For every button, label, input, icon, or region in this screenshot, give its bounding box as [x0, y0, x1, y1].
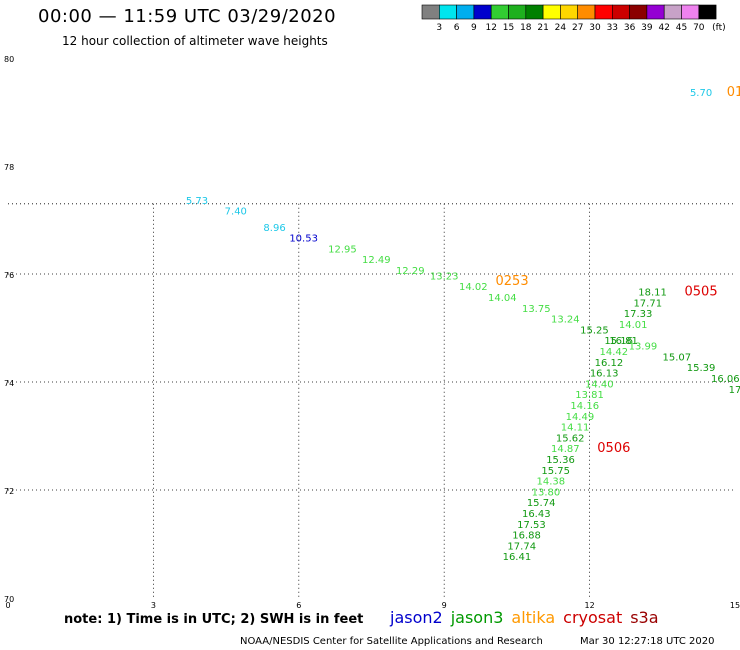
colorbar-tick-label: 21: [537, 23, 548, 33]
wave-height-label: 8.96: [263, 223, 285, 234]
wave-height-label: 10.53: [289, 234, 318, 245]
wave-height-label: 15.39: [687, 363, 716, 374]
wave-height-label: 17.74: [507, 541, 536, 552]
wave-height-label: 14.49: [566, 412, 595, 423]
pass-time-label: 0506: [597, 441, 630, 456]
wave-height-label: 13.80: [532, 487, 561, 498]
pass-time-label: 0253: [496, 274, 529, 289]
y-tick-label: 76: [4, 271, 14, 280]
colorbar-tick-label: 30: [589, 23, 601, 33]
wave-height-label: 15.16: [604, 336, 633, 347]
wave-height-label: 15.25: [580, 325, 609, 336]
wave-height-label: 14.02: [459, 282, 488, 293]
wave-height-label: 14.04: [488, 293, 517, 304]
pass-time-label: 01: [727, 85, 740, 100]
timestamp-text: Mar 30 12:27:18 UTC 2020: [580, 636, 715, 647]
colorbar-tick-label: 45: [676, 23, 687, 33]
wave-height-label: 16.13: [590, 369, 619, 380]
colorbar: 3 6 9 12 15 18 21 24 27 30 33 36 39 42 45 70 (ft): [421, 4, 726, 33]
x-tick-label: 0: [5, 601, 10, 610]
colorbar-tick-label: 36: [624, 23, 636, 33]
wave-height-label: 7.40: [225, 207, 247, 218]
chart-subtitle: 12 hour collection of altimeter wave hei…: [62, 34, 328, 48]
colorbar-unit: (ft): [712, 23, 726, 33]
wave-height-label: 14.38: [537, 477, 566, 488]
colorbar-tick-label: 18: [520, 23, 532, 33]
colorbar-tick-label: 27: [572, 23, 583, 33]
y-tick-label: 74: [4, 379, 14, 388]
wave-height-label: 12.49: [362, 255, 391, 266]
wave-height-label: 14.42: [600, 347, 629, 358]
colorbar-tick-label: 3: [436, 23, 442, 33]
colorbar-tick-label: 42: [658, 23, 669, 33]
wave-height-label: 13.99: [629, 342, 658, 353]
credit-text: NOAA/NESDIS Center for Satellite Applica…: [240, 636, 543, 647]
wave-height-label: 15.36: [546, 455, 575, 466]
wave-height-label: 15.62: [556, 433, 585, 444]
wave-height-label: 17: [729, 385, 740, 396]
wave-height-label: 5.73: [186, 196, 208, 207]
wave-height-label: 14.40: [585, 379, 614, 390]
colorbar-tick-label: 15: [503, 23, 514, 33]
x-tick-label: 15: [730, 601, 740, 610]
wave-height-label: 12.29: [396, 266, 425, 277]
legend-entry: s3a: [630, 608, 659, 627]
legend-entry: jason3: [450, 608, 504, 627]
legend-entry: altika: [511, 608, 556, 627]
legend-entry: jason2: [390, 608, 443, 627]
colorbar-tick-label: 39: [641, 23, 653, 33]
wave-height-label: 16.81: [609, 336, 638, 347]
colorbar-tick-label: 9: [471, 23, 477, 33]
note-text: note: 1) Time is in UTC; 2) SWH is in fe…: [64, 612, 364, 627]
y-tick-label: 80: [4, 55, 14, 64]
x-tick-label: 6: [296, 601, 301, 610]
colorbar-tick-label: 70: [693, 23, 705, 33]
colorbar-tick-label: 12: [485, 23, 496, 33]
satellite-legend: jason2 jason3 altika cryosat s3a: [390, 608, 667, 627]
wave-height-label: 17.33: [624, 309, 653, 320]
wave-height-label: 16.12: [595, 358, 624, 369]
pass-time-label: 0505: [685, 285, 718, 300]
wave-height-label: 15.07: [663, 352, 692, 363]
colorbar-tick-label: 33: [607, 23, 618, 33]
wave-height-label: 17.71: [633, 298, 662, 309]
wave-height-label: 13.75: [522, 304, 551, 315]
colorbar-tick-label: 24: [555, 23, 567, 33]
wave-height-label: 12.95: [328, 244, 357, 255]
wave-height-label: 16.41: [503, 552, 532, 563]
y-tick-label: 70: [4, 595, 14, 604]
wave-height-label: 14.01: [619, 320, 648, 331]
wave-height-label: 14.11: [561, 423, 590, 434]
y-tick-label: 78: [4, 163, 14, 172]
wave-height-label: 14.16: [570, 401, 599, 412]
wave-height-label: 15.75: [541, 466, 570, 477]
wave-height-label: 16.06: [711, 374, 740, 385]
wave-height-label: 18.11: [638, 288, 667, 299]
wave-height-label: 16.88: [512, 531, 541, 542]
wave-height-label: 13.24: [551, 315, 580, 326]
wave-height-plot: 70 72 74 76 78 80 0 3 6 9 12 15 5.70 5.73 7.40 8.96 10.5…: [4, 55, 740, 610]
wave-height-label: 17.53: [517, 520, 546, 531]
y-tick-label: 72: [4, 487, 14, 496]
colorbar-swatch: [698, 4, 717, 20]
legend-entry: cryosat: [563, 608, 623, 627]
wave-height-label: 13.81: [575, 390, 604, 401]
wave-height-label: 15.74: [527, 498, 556, 509]
colorbar-tick-label: 6: [454, 23, 460, 33]
wave-height-label: 5.70: [690, 88, 712, 99]
wave-height-label: 13.23: [430, 271, 459, 282]
wave-height-label: 14.87: [551, 444, 580, 455]
wave-height-label: 16.43: [522, 509, 551, 520]
x-tick-label: 3: [151, 601, 156, 610]
x-tick-label: 12: [585, 601, 595, 610]
x-tick-label: 9: [442, 601, 447, 610]
chart-title: 00:00 — 11:59 UTC 03/29/2020: [38, 6, 337, 27]
